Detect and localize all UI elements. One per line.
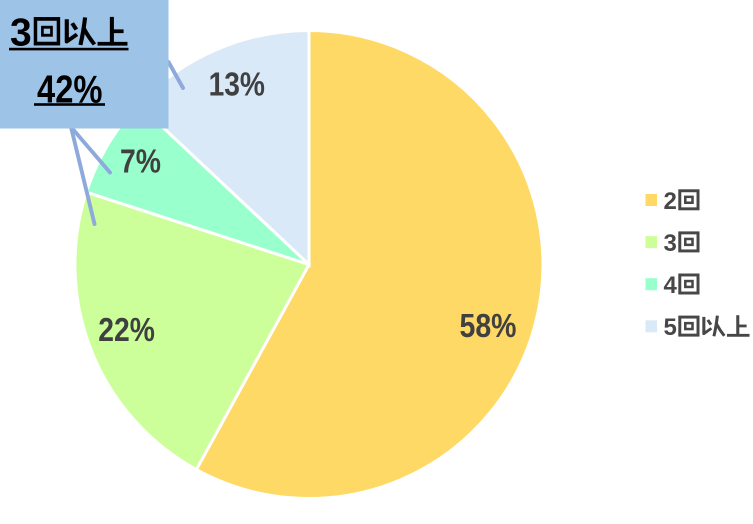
svg-text:7%: 7% <box>120 143 161 180</box>
svg-text:58%: 58% <box>460 307 517 344</box>
svg-text:4: 4 <box>664 272 678 299</box>
svg-text:22%: 22% <box>98 311 155 348</box>
svg-text:3: 3 <box>10 12 32 55</box>
svg-text:2: 2 <box>664 188 677 215</box>
svg-text:3: 3 <box>664 230 677 257</box>
svg-text:5: 5 <box>664 314 677 341</box>
svg-text:13%: 13% <box>209 66 265 103</box>
